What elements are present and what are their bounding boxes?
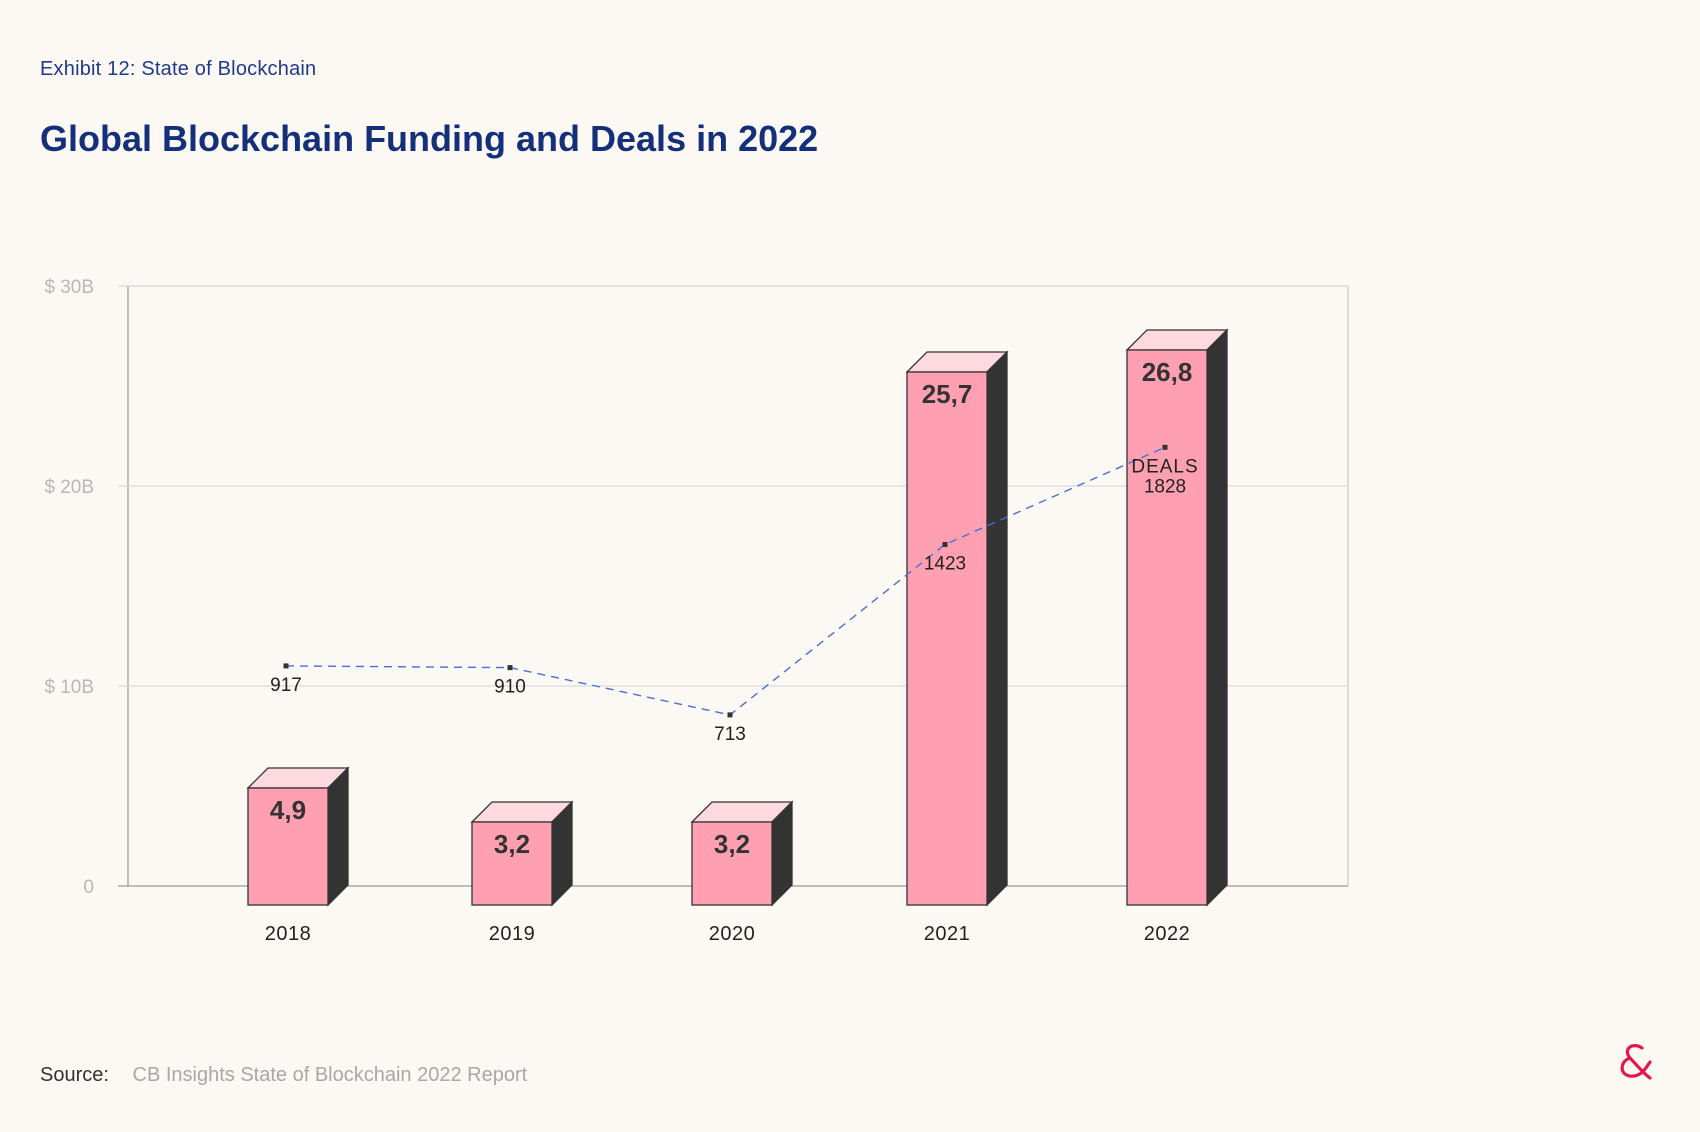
x-tick-label: 2020 — [709, 923, 756, 945]
deals-point — [727, 712, 733, 718]
ampersand-logo-icon — [1612, 1040, 1656, 1089]
deals-value-label: 910 — [494, 677, 526, 698]
deals-point — [283, 663, 289, 669]
source-label: Source: — [40, 1064, 109, 1086]
deals-value-label: 1423 — [924, 553, 966, 574]
deals-value-label: 917 — [270, 675, 302, 696]
funding-bars — [246, 328, 1229, 907]
exhibit-label: Exhibit 12: State of Blockchain — [40, 58, 317, 80]
deals-value-label: 1828 — [1144, 476, 1186, 497]
source-text: CB Insights State of Blockchain 2022 Rep… — [132, 1064, 528, 1086]
bar-value-label: 3,2 — [494, 829, 530, 859]
y-tick-label: $ 20B — [44, 477, 94, 498]
bar-side-2021 — [986, 350, 1008, 907]
bar-2019 — [471, 821, 553, 906]
x-tick-label: 2019 — [489, 923, 536, 945]
y-tick-label: 0 — [83, 877, 94, 898]
deals-line — [283, 444, 1168, 718]
source-note: Source: CB Insights State of Blockchain … — [40, 1064, 527, 1087]
bar-2021 — [906, 371, 988, 906]
bar-value-label: 4,9 — [270, 795, 306, 825]
bar-side-2022 — [1206, 328, 1228, 907]
bar-2022 — [1126, 349, 1208, 906]
deals-caption: DEALS — [1131, 456, 1198, 477]
chart-title: Global Blockchain Funding and Deals in 2… — [40, 118, 819, 159]
bar-value-label: 26,8 — [1142, 357, 1193, 387]
bar-2018 — [247, 787, 329, 906]
deals-point — [942, 541, 948, 547]
bar-value-label: 3,2 — [714, 829, 750, 859]
y-tick-label: $ 10B — [44, 677, 94, 698]
x-tick-label: 2022 — [1144, 923, 1191, 945]
bar-2020 — [691, 821, 773, 906]
deals-point — [1162, 444, 1168, 450]
x-tick-label: 2021 — [924, 923, 971, 945]
bar-value-label: 25,7 — [922, 379, 973, 409]
deals-value-label: 713 — [714, 724, 746, 745]
chart-labels: 0 $ 10B $ 20B $ 30B 4,9 2018 3,2 2019 3,2 2020 25,… — [44, 277, 1198, 945]
x-tick-label: 2018 — [265, 923, 312, 945]
deals-point — [507, 665, 513, 671]
deals-line-path — [285, 446, 1166, 716]
bar-side-2018 — [327, 766, 349, 907]
y-tick-label: $ 30B — [44, 277, 94, 298]
